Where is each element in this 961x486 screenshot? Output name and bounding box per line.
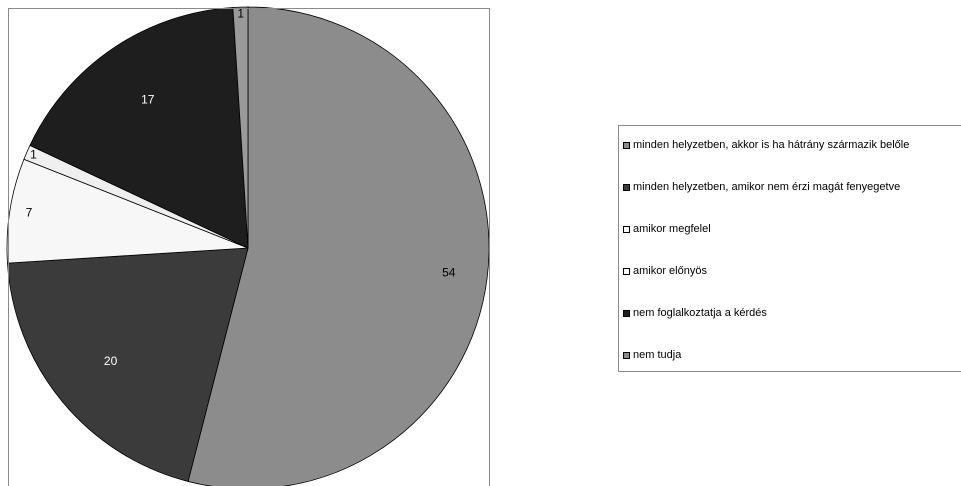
legend-item-3: amikor megfelel: [623, 222, 711, 236]
legend-item-4: amikor előnyös: [623, 264, 707, 278]
legend-label-6: nem tudja: [633, 349, 682, 361]
legend-item-2: minden helyzetben, amikor nem érzi magát…: [623, 180, 900, 194]
legend-label-2: minden helyzetben, amikor nem érzi magát…: [633, 181, 901, 193]
legend-item-5: nem foglalkoztatja a kérdés: [623, 306, 767, 320]
chart-legend: minden helyzetben, akkor is ha hátrány s…: [618, 125, 961, 372]
legend-item-6: nem tudja: [623, 348, 681, 362]
legend-label-5: nem foglalkoztatja a kérdés: [633, 307, 767, 319]
pie-slice-labels: 54 20 7 1 17 1: [26, 6, 456, 367]
slice-value-label-5: 17: [141, 93, 155, 107]
pie-slice-3: [6, 158, 249, 264]
slice-value-label-6: 1: [237, 6, 244, 20]
legend-swatch-1: [623, 141, 630, 149]
plot-area-frame: [8, 8, 490, 486]
slice-value-label-2: 20: [104, 354, 118, 368]
legend-swatch-6: [623, 351, 630, 359]
legend-swatch-3: [623, 225, 630, 233]
pie-slice-5: [29, 7, 249, 249]
pie-slices: [6, 6, 490, 486]
pie-slice-2: [7, 247, 249, 482]
slice-value-label-1: 54: [442, 266, 456, 280]
slice-value-label-4: 1: [30, 147, 37, 161]
legend-swatch-4: [623, 267, 630, 275]
legend-label-4: amikor előnyös: [633, 265, 707, 277]
legend-label-1: minden helyzetben, akkor is ha hátrány s…: [633, 139, 910, 151]
legend-label-3: amikor megfelel: [633, 223, 711, 235]
pie-slice-1: [187, 6, 490, 486]
slice-value-label-3: 7: [26, 205, 33, 219]
legend-item-1: minden helyzetben, akkor is ha hátrány s…: [623, 138, 909, 152]
pie-slice-6: [232, 6, 249, 249]
legend-swatch-2: [623, 183, 630, 191]
legend-swatch-5: [623, 309, 630, 317]
